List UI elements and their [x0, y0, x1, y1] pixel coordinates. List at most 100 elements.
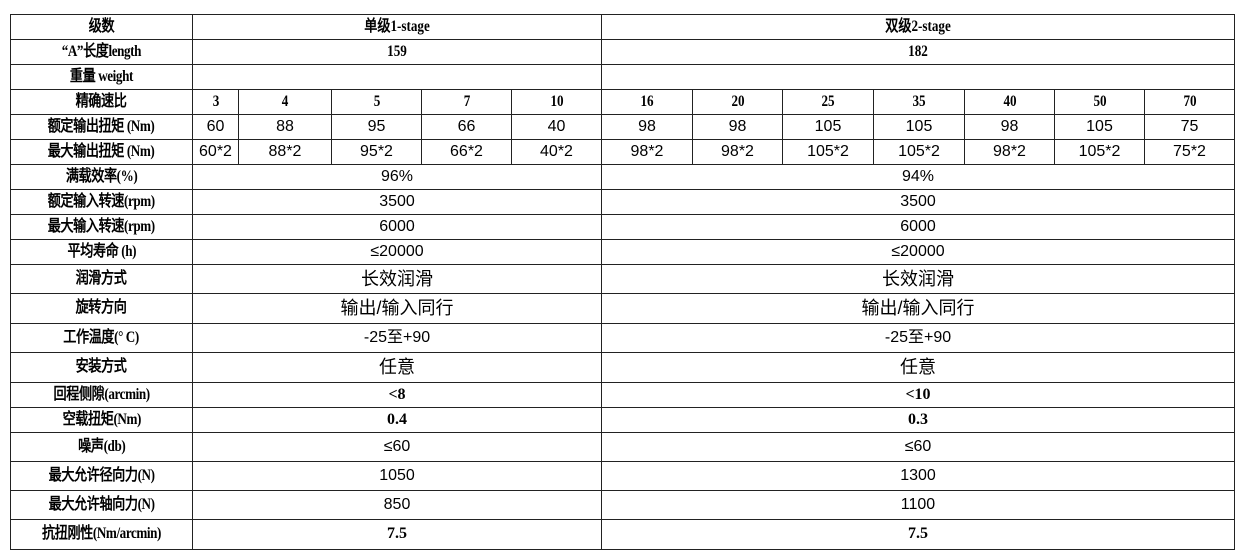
- value-text: 105*2: [1078, 143, 1121, 160]
- row-label: 工作温度(° C): [10, 322, 193, 353]
- stage2-value: -25至+90: [601, 322, 1235, 353]
- value-text: 70: [1182, 93, 1197, 110]
- row-label: 最大允许轴向力(N): [10, 490, 193, 520]
- value-text: 任意: [900, 357, 936, 378]
- stage1-value: [192, 64, 602, 90]
- value-text: ≤20000: [891, 243, 945, 260]
- stage2-value: 94%: [601, 164, 1235, 190]
- label-text: 重量 weight: [69, 68, 134, 85]
- stage1-value: 输出/输入同行: [192, 293, 602, 324]
- ratio-cell: 105: [873, 114, 965, 140]
- stage2-value: 0.3: [601, 406, 1235, 433]
- spec-row: 工作温度(° C) -25至+90 -25至+90: [10, 322, 1235, 353]
- value-text: 40: [1002, 93, 1017, 110]
- ratio-cell: 25: [782, 89, 874, 115]
- header-row: 级数 单级1-stage 双级2-stage: [10, 14, 1235, 40]
- ratio-cell: 105: [782, 114, 874, 140]
- row-label: 额定输出扭矩 (Nm): [10, 114, 193, 140]
- ratio-cell: 70: [1144, 89, 1235, 115]
- stage1-value: 159: [192, 39, 602, 65]
- value-text: 5: [373, 93, 380, 110]
- value-text: 25: [821, 93, 835, 110]
- value-text: 20: [730, 93, 745, 110]
- ratio-cell: 3: [192, 89, 239, 115]
- stage1-value: 7.5: [192, 519, 602, 550]
- value-text: 98*2: [993, 143, 1026, 160]
- stage1-value: ≤20000: [192, 239, 602, 265]
- label-text: 抗扭刚性(Nm/arcmin): [42, 525, 161, 543]
- ratio-cell: 105*2: [873, 139, 965, 165]
- value-text: 88*2: [268, 143, 302, 160]
- row-label: 重量 weight: [10, 64, 193, 90]
- label-text: 安装方式: [76, 358, 127, 376]
- spec-row: 抗扭刚性(Nm/arcmin) 7.5 7.5: [10, 519, 1235, 550]
- value-text: 长效润滑: [361, 269, 433, 289]
- ratio-cell: 66*2: [421, 139, 512, 165]
- row-label: “A”长度length: [10, 39, 193, 65]
- stage2-value: <10: [601, 381, 1235, 408]
- value-text: 40: [547, 118, 566, 135]
- ratio-cell: 5: [331, 89, 422, 115]
- value-text: 98*2: [630, 143, 664, 160]
- value-text: 1050: [379, 466, 415, 484]
- spec-row: 满载效率(%) 96% 94%: [10, 164, 1235, 190]
- value-text: ≤20000: [370, 243, 424, 260]
- value-text: 输出/输入同行: [340, 298, 454, 319]
- value-text: 105*2: [807, 143, 849, 160]
- value-text: 105: [1086, 118, 1113, 135]
- value-text: 75: [1180, 118, 1199, 135]
- row-label: 回程侧隙(arcmin): [10, 381, 193, 408]
- value-text: 98*2: [721, 143, 754, 160]
- row-label: 级数: [10, 14, 193, 40]
- ratio-cell: 95*2: [331, 139, 422, 165]
- label-text: 空载扭矩(Nm): [62, 410, 141, 428]
- label-text: 额定输出扭矩 (Nm): [48, 118, 155, 135]
- ratio-cell: 60*2: [192, 139, 239, 165]
- value-text: 7.5: [908, 525, 928, 543]
- label-text: 旋转方向: [76, 299, 127, 317]
- value-text: 0.3: [908, 410, 928, 428]
- ratio-cell: 98*2: [964, 139, 1055, 165]
- label-text: 最大允许径向力(N): [48, 466, 155, 484]
- stage2-header: 双级2-stage: [601, 14, 1235, 40]
- spec-row: 最大允许轴向力(N) 850 1100: [10, 490, 1235, 520]
- spec-row: 平均寿命 (h) ≤20000 ≤20000: [10, 239, 1235, 265]
- stage2-value: ≤20000: [601, 239, 1235, 265]
- row-label: 旋转方向: [10, 293, 193, 324]
- rated-torque-row: 额定输出扭矩 (Nm) 60 88 95 66 40 98 98 105 105 98 105 75: [10, 114, 1235, 140]
- label-text: 额定输入转速(rpm): [47, 193, 156, 210]
- row-label: 最大输出扭矩 (Nm): [10, 139, 193, 165]
- value-text: 7.5: [387, 525, 407, 543]
- label-text: 噪声(db): [77, 437, 126, 455]
- stage1-value: 任意: [192, 352, 602, 383]
- stage2-value: [601, 64, 1235, 90]
- row-label: 额定输入转速(rpm): [10, 189, 193, 215]
- stage1-text: 单级1-stage: [364, 18, 430, 35]
- ratio-cell: 40: [511, 114, 602, 140]
- spec-row: 噪声(db) ≤60 ≤60: [10, 431, 1235, 462]
- stage2-value: 任意: [601, 352, 1235, 383]
- value-text: 长效润滑: [882, 269, 954, 289]
- value-text: 4: [281, 93, 289, 110]
- stage1-value: 6000: [192, 214, 602, 240]
- label-text: 最大输出扭矩 (Nm): [48, 143, 155, 160]
- max-torque-row: 最大输出扭矩 (Nm) 60*2 88*2 95*2 66*2 40*2 98*2 98*2 1…: [10, 139, 1235, 165]
- value-text: 159: [387, 43, 407, 60]
- ratio-cell: 16: [601, 89, 693, 115]
- value-text: 3: [212, 93, 219, 110]
- ratio-cell: 35: [873, 89, 965, 115]
- value-text: 98: [1000, 118, 1019, 135]
- spec-row: 旋转方向 输出/输入同行 输出/输入同行: [10, 293, 1235, 324]
- value-text: 0.4: [387, 410, 407, 428]
- label-text: 平均寿命 (h): [67, 243, 136, 260]
- stage2-value: 7.5: [601, 519, 1235, 550]
- value-text: 3500: [379, 193, 415, 210]
- stage2-value: 6000: [601, 214, 1235, 240]
- value-text: 6000: [379, 218, 415, 235]
- row-label: 润滑方式: [10, 264, 193, 294]
- value-text: 94%: [901, 168, 935, 185]
- spec-row: 额定输入转速(rpm) 3500 3500: [10, 189, 1235, 215]
- stage1-value: ≤60: [192, 431, 602, 462]
- spec-table: 级数 单级1-stage 双级2-stage “A”长度length 159 1…: [10, 14, 1235, 550]
- value-text: 88: [276, 118, 294, 135]
